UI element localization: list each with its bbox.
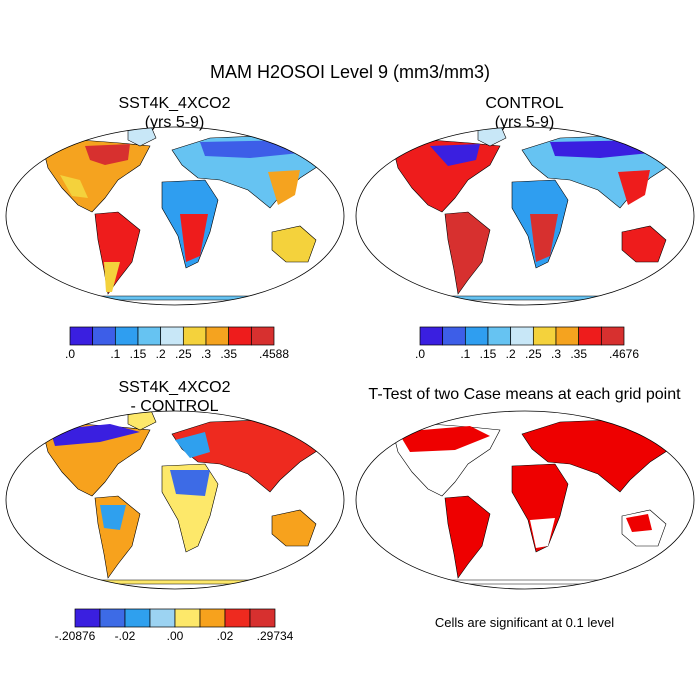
colorbar-control-tick-label: .25 [524,347,542,361]
panel-title-diff-line2: - CONTROL [130,398,219,415]
colorbar-diff-cell [149,608,176,628]
colorbar-diff-cell [99,608,126,628]
map-panel-case [42,127,331,301]
panel-title-control-line1: CONTROL [485,95,564,112]
sa-control [444,211,491,295]
colorbar-case-cell [250,326,275,346]
colorbar-case-cell [228,326,252,346]
colorbar-control-cell [419,326,444,346]
panel-title-control: CONTROL (yrs 5-9) [432,94,617,132]
colorbar-control-cell [532,326,557,346]
colorbar-diff-cell [249,608,276,628]
australia-diff [271,509,317,547]
panel-title-diff-line1: SST4K_4XCO2 [118,379,231,396]
sa-diff-wet [100,505,126,530]
map-panel-control [392,127,681,301]
eurasia-control-east [618,170,650,205]
colorbar-case-tick-label: .35 [220,347,237,361]
figure-title: MAM H2OSOI Level 9 (mm3/mm3) [209,62,491,82]
colorbar-control-cell [487,326,512,346]
colorbar-case-cell [114,326,139,346]
sa-ttest [444,495,491,579]
colorbar-control-cell [510,326,534,346]
colorbar-diff [74,608,276,628]
colorbar-control-cell [555,326,580,346]
colorbar-case-cell [137,326,162,346]
colorbar-diff-cell [199,608,226,628]
australia-case [271,225,317,263]
na-ttest-sig [398,426,490,452]
colorbar-diff-tick-label: .02 [216,629,234,643]
colorbar-case [69,326,275,346]
panel-title-diff: SST4K_4XCO2 - CONTROL [82,378,267,416]
panel-title-case-line2: (yrs 5-9) [144,114,205,131]
colorbar-case-tick-label: .1 [110,347,121,361]
colorbar-diff-cell [74,608,101,628]
colorbar-control-tick-label: .4676 [608,347,640,361]
greenland-control [477,127,507,147]
australia-ttest-sig [626,514,652,532]
eurasia-case-east [268,170,300,205]
colorbar-control-cell [578,326,602,346]
greenland-diff [127,411,157,431]
sa-case [94,211,141,295]
colorbar-control-cell [600,326,625,346]
colorbar-control-cell [464,326,489,346]
colorbar-case-tick-label: .25 [174,347,192,361]
africa-ttest-nonsig [530,518,555,548]
colorbar-case-tick-label: .4588 [258,347,290,361]
colorbar-case-tick-label: .3 [200,347,212,361]
colorbar-control-tick-label: .2 [505,347,516,361]
africa-case-tropics [180,214,208,262]
panel-title-ttest-line1: T-Test of two Case means at each grid po… [368,386,681,403]
colorbar-diff-cell [124,608,151,628]
antarctica-case [69,295,281,301]
map-outline-case [5,126,345,306]
africa-control-tropics [530,214,558,262]
colorbar-case-cell [205,326,230,346]
sa-case-south [104,262,120,292]
significance-note: Cells are significant at 0.1 level [434,615,615,630]
colorbar-control-cell [442,326,466,346]
map-panel-ttest [392,419,681,585]
colorbar-control-tick-label: .0 [414,347,426,361]
australia-control [621,225,667,263]
map-outline-ttest [355,410,695,590]
map-outline-diff [5,410,345,590]
colorbar-case-tick-label: .0 [64,347,76,361]
colorbar-diff-cell [174,608,201,628]
colorbar-case-cell [182,326,207,346]
panel-title-case-line1: SST4K_4XCO2 [118,95,231,112]
africa-diff-tropics [170,470,210,496]
panel-title-ttest: T-Test of two Case means at each grid po… [352,385,697,404]
antarctica-diff [69,579,281,585]
antarctica-control [419,295,631,301]
colorbar-control-tick-label: .1 [460,347,471,361]
na-case-wet [85,144,130,165]
colorbar-diff-tick-label: -.02 [114,629,136,643]
colorbar-control-tick-label: .3 [550,347,562,361]
colorbar-diff-tick-label: .29734 [256,629,294,643]
greenland-case [127,127,157,147]
eurasia-diff-west [175,432,210,458]
colorbar-case-cell [160,326,184,346]
colorbar-case-cell [92,326,116,346]
colorbar-control-tick-label: .15 [479,347,497,361]
colorbar-control [419,326,625,346]
colorbar-case-cell [69,326,94,346]
antarctica-ttest [419,579,631,585]
map-panel-diff [42,411,331,585]
panel-title-case: SST4K_4XCO2 (yrs 5-9) [82,94,267,132]
na-case-dry [60,175,88,198]
colorbar-case-tick-label: .15 [129,347,147,361]
colorbar-diff-tick-label: .00 [166,629,184,643]
colorbar-case-tick-label: .2 [155,347,166,361]
panel-title-control-line2: (yrs 5-9) [494,114,555,131]
colorbar-control-tick-label: .35 [570,347,587,361]
colorbar-diff-tick-label: -.20876 [54,629,96,643]
colorbar-diff-cell [224,608,251,628]
na-control-wet [430,144,480,166]
map-outline-control [355,126,695,306]
